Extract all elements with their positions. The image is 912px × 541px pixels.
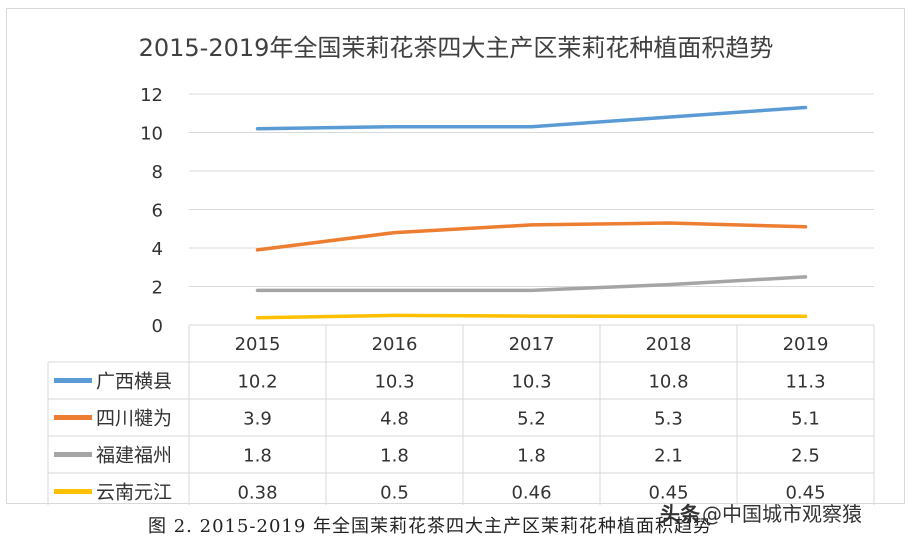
data-label: 3.9 xyxy=(243,409,272,430)
data-label: 1.8 xyxy=(243,446,272,467)
x-tick-label: 2018 xyxy=(646,334,692,355)
data-label: 10.3 xyxy=(511,372,551,393)
legend-label: 广西横县 xyxy=(96,371,172,393)
y-tick-label: 0 xyxy=(152,316,163,337)
y-tick-label: 2 xyxy=(152,278,163,299)
data-label: 4.8 xyxy=(380,409,409,430)
line-chart: 0 2 4 6 8 10 12 2015 2016 2017 2018 2019 广西横县 10.2 10.… xyxy=(47,85,875,505)
y-tick-label: 10 xyxy=(140,124,163,145)
y-tick-label: 12 xyxy=(140,85,163,106)
data-label: 2.5 xyxy=(791,446,820,467)
data-label: 0.45 xyxy=(785,483,825,504)
y-tick-label: 4 xyxy=(152,239,163,260)
x-tick-label: 2016 xyxy=(372,334,418,355)
chart-title: 2015-2019年全国茉莉花茶四大主产区茉莉花种植面积趋势 xyxy=(138,34,774,62)
chart-frame xyxy=(6,8,905,504)
data-label: 10.3 xyxy=(374,372,414,393)
data-label: 11.3 xyxy=(785,372,825,393)
data-label: 0.45 xyxy=(648,483,688,504)
legend-label: 云南元江 xyxy=(96,482,172,504)
series-line xyxy=(255,275,808,293)
data-label: 0.46 xyxy=(511,483,551,504)
series-line xyxy=(255,221,808,252)
y-tick-label: 8 xyxy=(152,162,163,183)
watermark: 头条 @中国城市观察猿 xyxy=(660,498,862,527)
data-label: 0.38 xyxy=(237,483,277,504)
watermark-text: @中国城市观察猿 xyxy=(702,502,862,526)
data-label: 10.2 xyxy=(237,372,277,393)
y-tick-label: 6 xyxy=(152,201,163,222)
data-label: 5.1 xyxy=(791,409,820,430)
data-label: 5.2 xyxy=(517,409,546,430)
data-label: 0.5 xyxy=(380,483,409,504)
series-line xyxy=(255,313,808,320)
data-label: 1.8 xyxy=(517,446,546,467)
data-label: 2.1 xyxy=(654,446,683,467)
data-label: 1.8 xyxy=(380,446,409,467)
watermark-prefix: 头条 xyxy=(660,502,700,526)
x-tick-label: 2019 xyxy=(783,334,829,355)
x-tick-label: 2017 xyxy=(509,334,555,355)
legend-label: 福建福州 xyxy=(96,445,172,467)
data-label: 10.8 xyxy=(648,372,688,393)
figure-caption: 图 2. 2015-2019 年全国茉莉花茶四大主产区茉莉花种植面积趋势 xyxy=(148,516,713,537)
legend-label: 四川犍为 xyxy=(96,408,172,430)
data-label: 5.3 xyxy=(654,409,683,430)
series-line xyxy=(255,105,808,131)
x-tick-label: 2015 xyxy=(235,334,281,355)
